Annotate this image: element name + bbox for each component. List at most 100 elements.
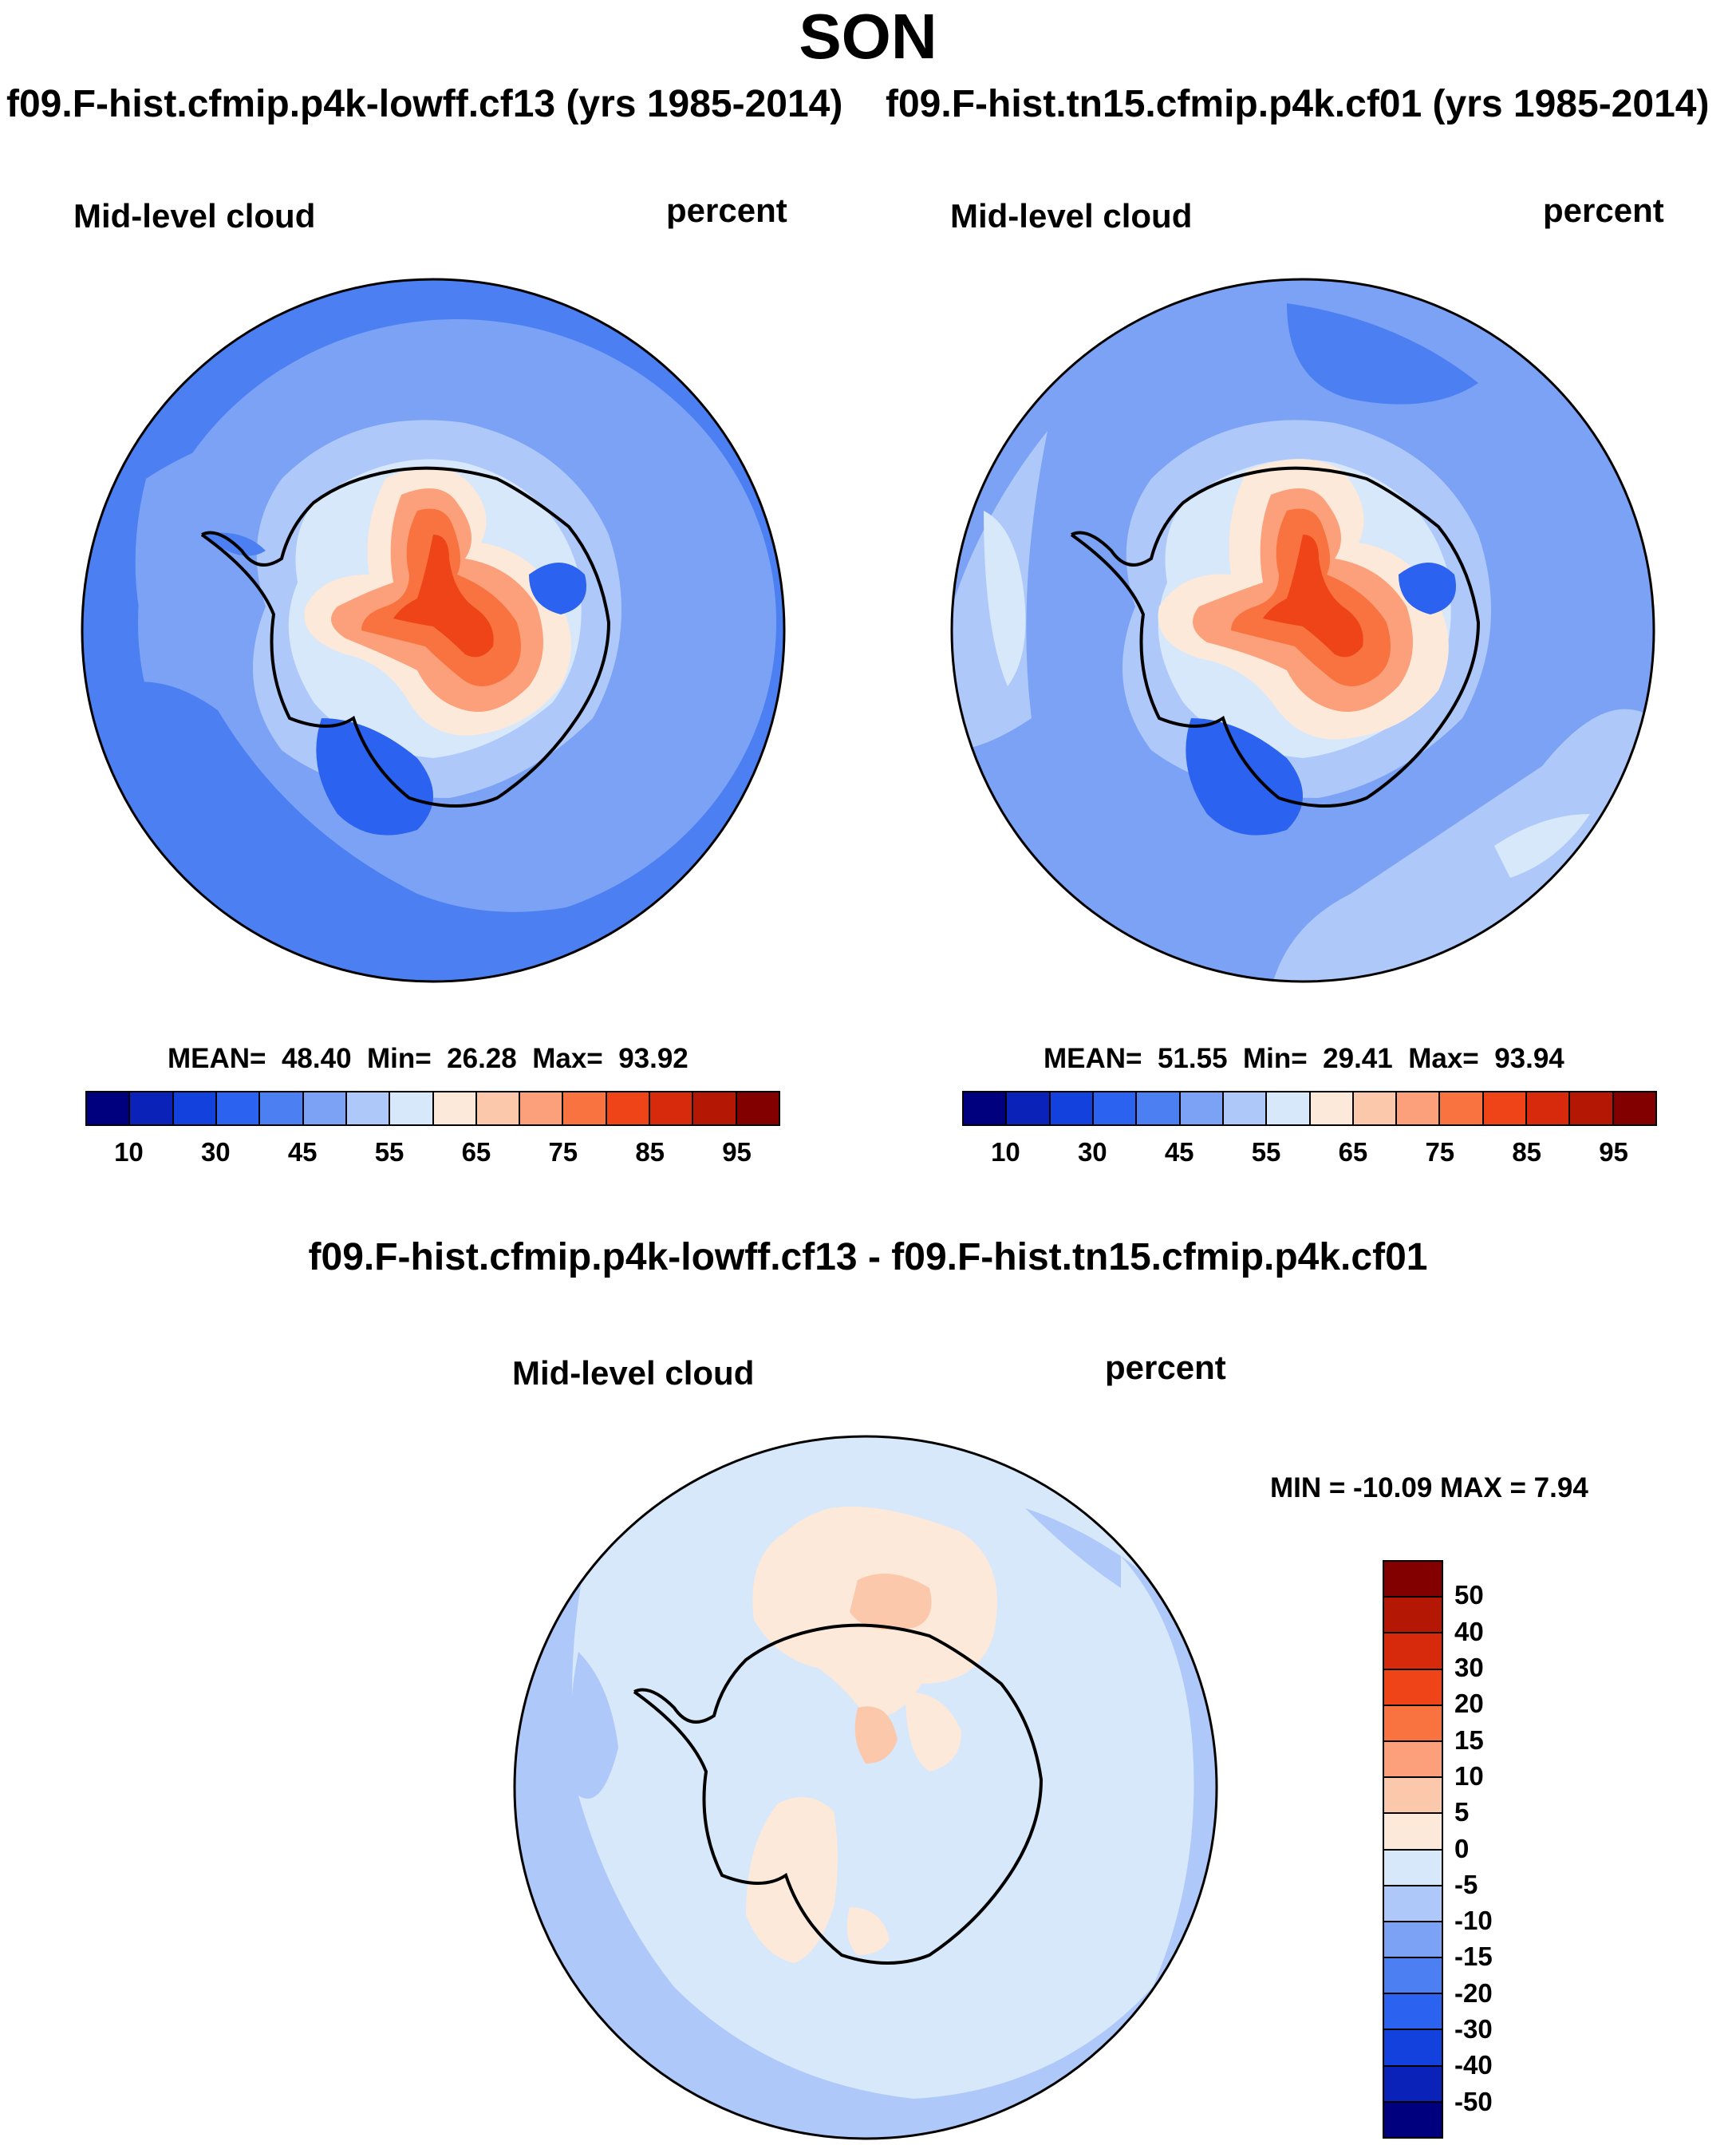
- panel1-colorbar-tick-label: 85: [635, 1137, 665, 1167]
- panel2-colorbar-swatch: [1180, 1092, 1224, 1124]
- panel1-colorbar-tick-label: 30: [200, 1137, 231, 1167]
- panel2-map: [950, 278, 1655, 983]
- difference-colorbar-tick-label: 50: [1454, 1580, 1484, 1610]
- panel1-max-value: 93.92: [618, 1043, 688, 1074]
- difference-colorbar-swatch: [1384, 1958, 1442, 1995]
- difference-map: [513, 1435, 1218, 2140]
- panel2-mean-value: 51.55: [1157, 1043, 1228, 1074]
- panel1-colorbar-swatch: [736, 1092, 779, 1124]
- panel1-colorbar-tick-label: 75: [548, 1137, 578, 1167]
- difference-colorbar-tick-label: -5: [1454, 1869, 1478, 1899]
- panel1-colorbar-swatch: [433, 1092, 477, 1124]
- panel2-stats: MEAN= 51.55 Min= 29.41 Max= 93.94: [1044, 1043, 1564, 1075]
- difference-colorbar-swatch: [1384, 2030, 1442, 2067]
- difference-colorbar-tick-label: -40: [1454, 2050, 1493, 2080]
- difference-colorbar-swatch: [1384, 1741, 1442, 1779]
- difference-colorbar-tick-label: 5: [1454, 1797, 1470, 1827]
- panel1-colorbar-tick-label: 55: [374, 1137, 404, 1167]
- panel1-colorbar-tick-label: 10: [114, 1137, 144, 1167]
- panel2-colorbar-swatch: [964, 1092, 1008, 1124]
- figure-title: SON: [799, 1, 937, 72]
- panel1-colorbar-tick-label: 45: [287, 1137, 318, 1167]
- panel2-colorbar-swatch: [1050, 1092, 1094, 1124]
- difference-colorbar-tick-label: 15: [1454, 1724, 1484, 1755]
- panel2-min-label: Min=: [1243, 1043, 1308, 1074]
- difference-colorbar-tick-label: 20: [1454, 1689, 1484, 1719]
- panel1-colorbar-swatch: [260, 1092, 304, 1124]
- panel2-case-title: f09.F-hist.tn15.cfmip.p4k.cf01 (yrs 1985…: [886, 83, 1710, 125]
- difference-colorbar-swatch: [1384, 1994, 1442, 2031]
- panel1-colorbar-swatch: [693, 1092, 737, 1124]
- panel1-colorbar-swatch: [303, 1092, 347, 1124]
- panel2-colorbar-swatch: [1397, 1092, 1441, 1124]
- difference-colorbar-tick-label: -15: [1454, 1942, 1493, 1972]
- difference-title: f09.F-hist.cfmip.p4k-lowff.cf13 - f09.F-…: [308, 1236, 1428, 1278]
- difference-colorbar-tick-label: -30: [1454, 2014, 1493, 2044]
- panel1-min-label: Min=: [367, 1043, 432, 1074]
- panel2-colorbar-swatch: [1137, 1092, 1181, 1124]
- difference-colorbar-swatch: [1384, 1633, 1442, 1670]
- panel1-min-value: 26.28: [447, 1043, 517, 1074]
- panel2-colorbar-tick-label: 95: [1599, 1137, 1628, 1167]
- panel1-colorbar-swatch: [563, 1092, 607, 1124]
- difference-colorbar-tick-label: -10: [1454, 1906, 1493, 1936]
- difference-colorbar-tick-label: 10: [1454, 1760, 1484, 1791]
- panel1-colorbar-swatch: [476, 1092, 521, 1124]
- panel1-field-label: Mid-level cloud: [73, 197, 316, 235]
- difference-field-label: Mid-level cloud: [512, 1354, 755, 1392]
- panel1-colorbar-swatch: [87, 1092, 131, 1124]
- difference-colorbar-swatch: [1384, 2066, 1442, 2103]
- difference-colorbar-swatch: [1384, 2102, 1442, 2137]
- panel2-colorbar-swatch: [1093, 1092, 1138, 1124]
- panel2-colorbar-swatch: [1613, 1092, 1655, 1124]
- panel2-max-label: Max=: [1408, 1043, 1479, 1074]
- panel2-colorbar-swatch: [1353, 1092, 1398, 1124]
- panel2-field-label: Mid-level cloud: [950, 197, 1193, 235]
- panel2-colorbar-tick-label: 65: [1338, 1137, 1368, 1167]
- difference-colorbar-tick-label: -20: [1454, 1977, 1493, 2008]
- difference-colorbar-tick-label: 40: [1454, 1616, 1484, 1646]
- difference-colorbar-swatch: [1384, 1814, 1442, 1851]
- difference-colorbar: [1383, 1560, 1443, 2139]
- panel1-colorbar-swatch: [130, 1092, 174, 1124]
- difference-units-label: percent: [1105, 1349, 1226, 1386]
- panel2-colorbar-swatch: [1267, 1092, 1311, 1124]
- difference-colorbar-swatch: [1384, 1886, 1442, 1922]
- difference-colorbar-swatch: [1384, 1922, 1442, 1959]
- panel1-max-label: Max=: [532, 1043, 603, 1074]
- difference-colorbar-swatch: [1384, 1669, 1442, 1706]
- difference-colorbar-swatch: [1384, 1562, 1442, 1598]
- difference-colorbar-swatch: [1384, 1778, 1442, 1815]
- difference-colorbar-swatch: [1384, 1705, 1442, 1742]
- panel2-colorbar-tick-label: 55: [1251, 1137, 1281, 1167]
- panel1-map: [81, 278, 786, 983]
- panel2-colorbar-tick-label: 45: [1164, 1137, 1194, 1167]
- panel2-colorbar-tick-label: 30: [1077, 1137, 1107, 1167]
- panel2-colorbar-swatch: [1223, 1092, 1268, 1124]
- panel2-colorbar: [962, 1091, 1657, 1126]
- difference-colorbar-swatch: [1384, 1598, 1442, 1634]
- panel2-units-label: percent: [1543, 192, 1664, 229]
- difference-colorbar-tick-label: -50: [1454, 2086, 1493, 2116]
- panel2-colorbar-swatch: [1483, 1092, 1528, 1124]
- panel1-stats: MEAN= 48.40 Min= 26.28 Max= 93.92: [168, 1043, 688, 1075]
- panel1-colorbar-swatch: [390, 1092, 434, 1124]
- panel1-colorbar-tick-label: 65: [461, 1137, 491, 1167]
- panel1-colorbar-swatch: [173, 1092, 217, 1124]
- difference-minmax: MIN = -10.09 MAX = 7.94: [1270, 1472, 1588, 1503]
- difference-colorbar-swatch: [1384, 1850, 1442, 1886]
- panel2-colorbar-tick-label: 75: [1425, 1137, 1455, 1167]
- panel2-colorbar-tick-label: 85: [1512, 1137, 1542, 1167]
- panel2-colorbar-swatch: [1570, 1092, 1614, 1124]
- panel1-colorbar-tick-label: 95: [722, 1137, 752, 1167]
- panel1-colorbar-swatch: [216, 1092, 261, 1124]
- panel2-colorbar-tick-label: 10: [991, 1137, 1020, 1167]
- panel1-colorbar-swatch: [650, 1092, 694, 1124]
- panel2-max-value: 93.94: [1494, 1043, 1564, 1074]
- panel1-colorbar-swatch: [606, 1092, 651, 1124]
- difference-colorbar-tick-label: 30: [1454, 1652, 1484, 1682]
- panel2-mean-label: MEAN=: [1044, 1043, 1142, 1074]
- panel2-colorbar-swatch: [1440, 1092, 1484, 1124]
- panel1-units-label: percent: [666, 192, 787, 229]
- panel1-mean-value: 48.40: [281, 1043, 352, 1074]
